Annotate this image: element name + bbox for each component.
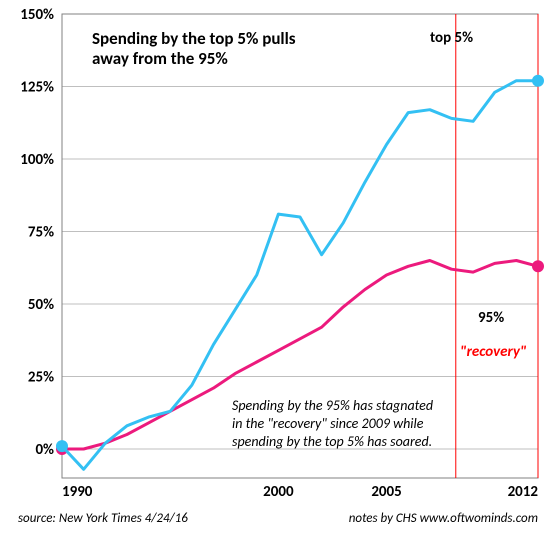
- chart-container: 0% 25% 50% 75% 100% 125% 150% 1990 2000 2005 2012 S…: [0, 0, 550, 534]
- y-tick-label: 50%: [28, 296, 54, 314]
- y-tick-label: 125%: [20, 79, 54, 97]
- x-tick-label: 2005: [371, 483, 401, 501]
- x-tick-label: 1990: [62, 483, 93, 501]
- series-95-end-marker: [532, 260, 544, 272]
- y-tick-label: 150%: [20, 6, 54, 24]
- series-top5-end-marker: [532, 75, 544, 87]
- chart-svg: 0% 25% 50% 75% 100% 125% 150% 1990 2000 2005 2012 S…: [0, 0, 550, 534]
- chart-title-line1: Spending by the top 5% pulls: [92, 28, 296, 49]
- y-tick-label: 75%: [28, 224, 54, 242]
- caption-line2: in the "recovery" since 2009 while: [232, 415, 424, 432]
- series-top5-start-marker: [56, 440, 68, 452]
- source-right: notes by CHS www.oftwominds.com: [349, 511, 538, 526]
- chart-title-line2: away from the 95%: [92, 48, 228, 69]
- y-tick-label: 100%: [20, 151, 54, 169]
- y-tick-label: 0%: [35, 441, 54, 459]
- caption-line3: spending by the top 5% has soared.: [232, 433, 432, 450]
- label-95: 95%: [478, 309, 504, 327]
- x-tick-label: 2012: [508, 483, 539, 501]
- caption-line1: Spending by the 95% has stagnated: [232, 397, 433, 414]
- label-recovery: "recovery": [460, 343, 527, 361]
- y-tick-label: 25%: [28, 369, 54, 387]
- x-tick-label: 2000: [263, 483, 294, 501]
- label-top5: top 5%: [430, 29, 473, 47]
- source-left: source: New York Times 4/24/16: [18, 511, 188, 526]
